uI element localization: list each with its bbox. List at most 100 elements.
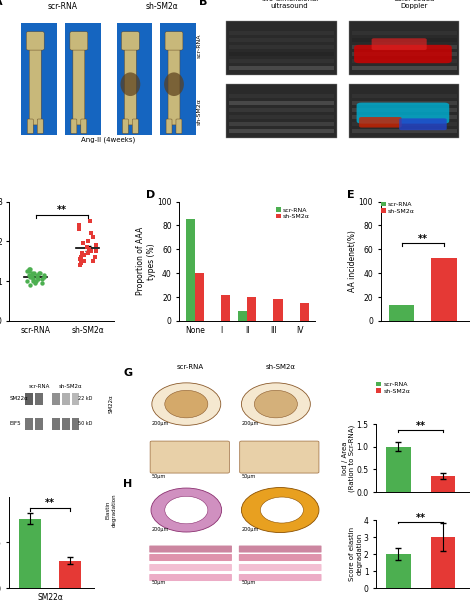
- Text: 200μm: 200μm: [241, 421, 259, 426]
- Point: [29, 274, 37, 284]
- Point: [87, 229, 95, 238]
- Bar: [160, 23, 196, 136]
- Point: [92, 247, 100, 256]
- Text: scr-RNA: scr-RNA: [177, 364, 204, 370]
- Text: SM22α: SM22α: [109, 395, 114, 413]
- Point: [91, 253, 99, 262]
- FancyBboxPatch shape: [239, 574, 321, 581]
- Bar: [186, 220, 195, 321]
- Text: Color-coded
Doppler: Color-coded Doppler: [393, 0, 435, 10]
- Y-axis label: AA incidenet(%): AA incidenet(%): [348, 230, 357, 292]
- FancyBboxPatch shape: [37, 119, 43, 133]
- Bar: [229, 31, 334, 35]
- Point: [87, 247, 94, 256]
- Bar: [352, 101, 457, 104]
- Bar: [227, 21, 337, 75]
- FancyBboxPatch shape: [149, 545, 232, 553]
- Point: [28, 271, 36, 280]
- Bar: [52, 393, 60, 405]
- Text: **: **: [56, 205, 67, 215]
- Bar: [229, 101, 334, 104]
- Bar: [229, 59, 334, 62]
- Point: [84, 248, 91, 258]
- FancyBboxPatch shape: [176, 119, 182, 133]
- Point: [84, 236, 92, 246]
- Bar: [430, 476, 455, 492]
- FancyBboxPatch shape: [29, 41, 41, 125]
- FancyBboxPatch shape: [121, 32, 139, 50]
- Bar: [72, 393, 79, 405]
- Text: H: H: [123, 479, 133, 489]
- Point: [26, 280, 33, 290]
- FancyBboxPatch shape: [166, 119, 172, 133]
- Text: **: **: [416, 421, 426, 431]
- FancyBboxPatch shape: [359, 117, 401, 128]
- FancyBboxPatch shape: [149, 574, 232, 581]
- Ellipse shape: [151, 488, 222, 532]
- Text: 50μm: 50μm: [241, 474, 255, 479]
- Point: [30, 268, 38, 278]
- FancyBboxPatch shape: [168, 41, 180, 125]
- Point: [31, 278, 38, 288]
- Bar: [352, 108, 457, 112]
- Point: [81, 256, 88, 266]
- Y-axis label: Proportion of AAA
types (%): Proportion of AAA types (%): [137, 227, 156, 295]
- Text: G: G: [123, 368, 133, 378]
- Bar: [352, 94, 457, 98]
- Point: [38, 278, 46, 288]
- Text: 200μm: 200μm: [152, 527, 169, 532]
- Bar: [25, 393, 33, 405]
- Bar: [229, 94, 334, 98]
- Y-axis label: Iod / Area
(Ration to Scr-RNA): Iod / Area (Ration to Scr-RNA): [342, 424, 355, 492]
- Point: [76, 254, 84, 264]
- Point: [78, 248, 86, 258]
- Text: D: D: [146, 190, 155, 200]
- Text: 22 kD: 22 kD: [78, 395, 93, 401]
- FancyBboxPatch shape: [27, 32, 44, 50]
- Point: [27, 272, 34, 282]
- FancyBboxPatch shape: [125, 41, 137, 125]
- Text: E: E: [347, 190, 355, 200]
- Point: [92, 241, 100, 250]
- Bar: [229, 122, 334, 125]
- Text: Elastin
degradation: Elastin degradation: [106, 493, 117, 527]
- Bar: [430, 537, 455, 588]
- Text: 200μm: 200μm: [241, 527, 259, 532]
- Point: [25, 265, 33, 274]
- Bar: [389, 305, 414, 321]
- Point: [25, 271, 33, 280]
- Bar: [227, 84, 337, 138]
- Ellipse shape: [164, 73, 184, 96]
- Bar: [352, 38, 457, 41]
- Point: [78, 253, 85, 262]
- Bar: [52, 418, 60, 430]
- Point: [78, 250, 85, 260]
- Text: scr-RNA: scr-RNA: [28, 383, 50, 389]
- Bar: [25, 418, 33, 430]
- Point: [75, 221, 83, 230]
- Text: SM22α: SM22α: [9, 395, 28, 401]
- Point: [28, 272, 36, 282]
- Legend: scr-RNA, sh-SM2α: scr-RNA, sh-SM2α: [381, 202, 414, 214]
- Bar: [35, 393, 44, 405]
- Bar: [72, 418, 79, 430]
- Point: [34, 274, 41, 284]
- Point: [32, 276, 40, 286]
- Point: [83, 242, 91, 252]
- FancyBboxPatch shape: [27, 119, 33, 133]
- Point: [86, 217, 93, 226]
- Text: 50μm: 50μm: [241, 580, 255, 585]
- Point: [34, 271, 41, 280]
- Ellipse shape: [241, 488, 319, 533]
- FancyBboxPatch shape: [165, 32, 183, 50]
- FancyBboxPatch shape: [149, 554, 232, 561]
- Bar: [62, 418, 70, 430]
- Text: B: B: [199, 0, 207, 7]
- Bar: [352, 66, 457, 70]
- FancyBboxPatch shape: [354, 45, 452, 63]
- Text: **: **: [418, 233, 428, 244]
- Ellipse shape: [165, 391, 208, 418]
- Bar: [35, 418, 44, 430]
- FancyBboxPatch shape: [239, 564, 321, 571]
- Point: [23, 266, 30, 276]
